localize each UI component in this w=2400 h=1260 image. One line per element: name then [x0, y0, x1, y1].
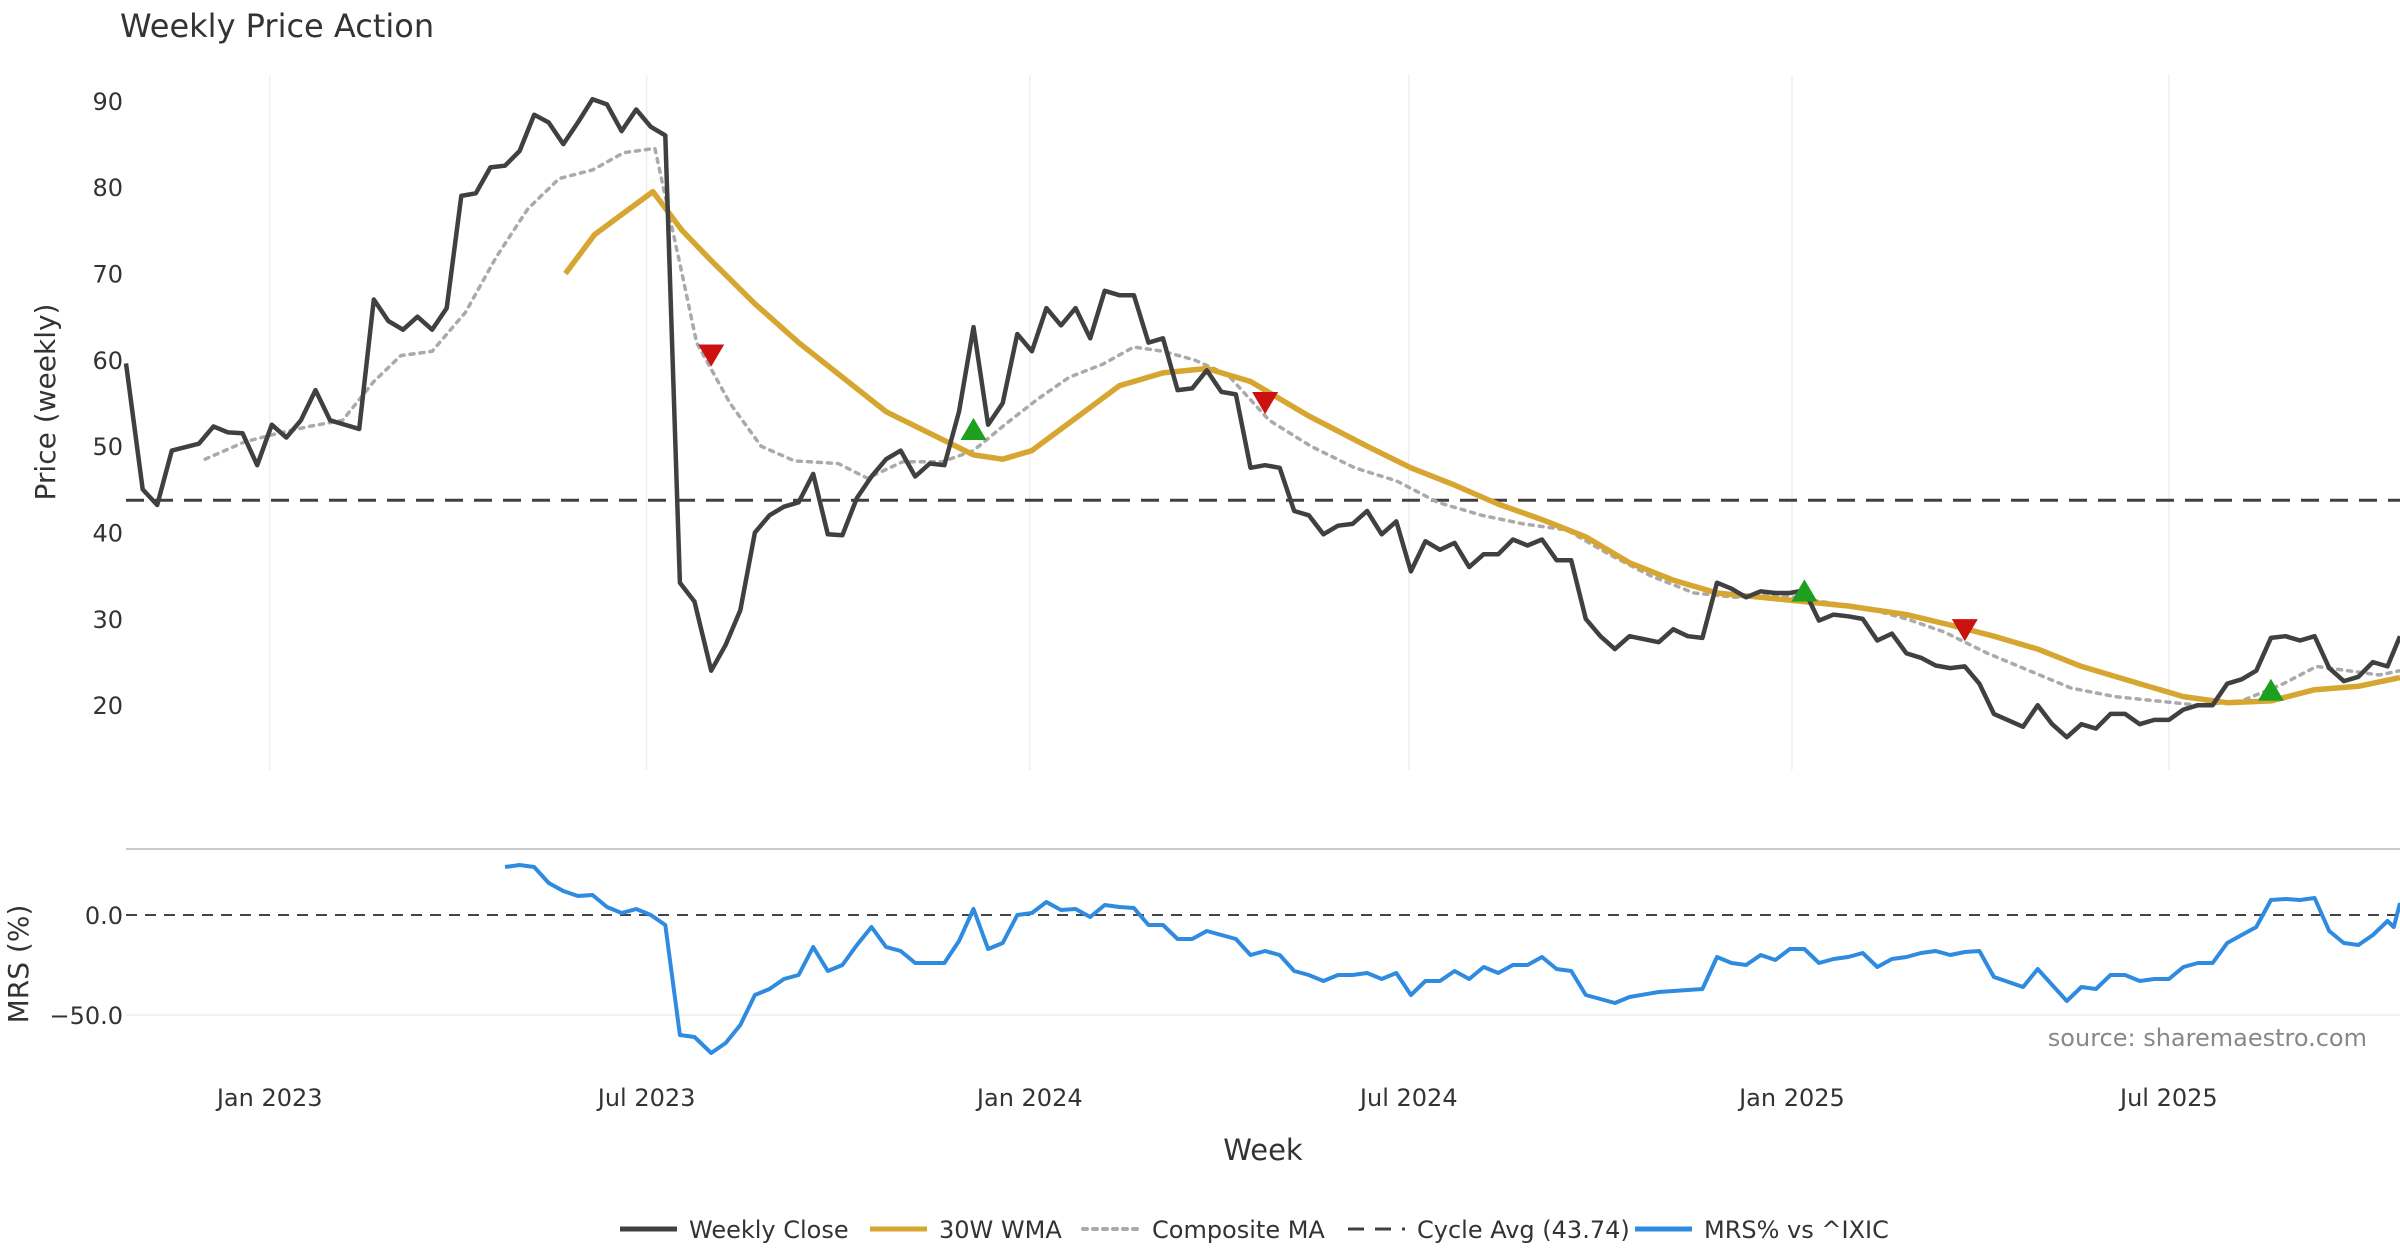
- legend-label: Cycle Avg (43.74): [1417, 1216, 1630, 1244]
- price-panel-grid: [268, 75, 2170, 770]
- price-y-tick-label: 20: [92, 692, 123, 720]
- price-y-tick-label: 70: [92, 261, 123, 289]
- x-tick-label: Jan 2024: [975, 1084, 1083, 1112]
- price-y-tick-label: 50: [92, 433, 123, 461]
- x-axis: Jan 2023 Jul 2023 Jan 2024 Jul 2024 Jan 2025…: [215, 1084, 2218, 1112]
- price-y-tick-label: 40: [92, 520, 123, 548]
- wma-30w-line: [563, 188, 2400, 706]
- sell-signal-marker: [698, 344, 725, 367]
- price-y-axis: 20 30 40 50 60 70 80 90: [92, 88, 123, 720]
- x-tick-label: Jul 2025: [2118, 1084, 2218, 1112]
- price-series: [123, 96, 2400, 740]
- weekly-close-line: [123, 96, 2400, 740]
- legend-label: Weekly Close: [689, 1216, 849, 1244]
- buy-signal-marker: [2257, 678, 2284, 701]
- legend: Weekly Close 30W WMA Composite MA Cycle Avg…: [620, 1216, 1889, 1244]
- sell-signal-marker: [1252, 392, 1279, 415]
- mrs-y-axis-label: MRS (%): [2, 905, 35, 1024]
- x-tick-label: Jul 2024: [1358, 1084, 1458, 1112]
- buy-signal-marker: [960, 417, 987, 440]
- price-y-tick-label: 60: [92, 347, 123, 375]
- price-y-tick-label: 80: [92, 174, 123, 202]
- source-attribution: source: sharemaestro.com: [2048, 1024, 2367, 1052]
- mrs-y-tick-label: 0.0: [85, 902, 123, 930]
- x-tick-label: Jan 2025: [1737, 1084, 1845, 1112]
- x-tick-label: Jan 2023: [215, 1084, 323, 1112]
- buy-signal-marker: [1791, 579, 1818, 602]
- composite-ma-line: [203, 146, 2400, 707]
- price-y-tick-label: 30: [92, 606, 123, 634]
- mrs-y-tick-label: −50.0: [49, 1002, 123, 1030]
- legend-label: MRS% vs ^IXIC: [1704, 1216, 1889, 1244]
- price-y-axis-label: Price (weekly): [29, 304, 62, 501]
- mrs-y-axis: 0.0 −50.0: [49, 902, 123, 1030]
- mrs-series: [504, 863, 2400, 1055]
- sell-signal-marker: [1951, 619, 1978, 642]
- legend-label: 30W WMA: [939, 1216, 1062, 1244]
- legend-label: Composite MA: [1152, 1216, 1325, 1244]
- mrs-panel-grid: [126, 914, 2400, 1016]
- chart-title: Weekly Price Action: [120, 7, 434, 45]
- price-y-tick-label: 90: [92, 88, 123, 116]
- x-tick-label: Jul 2023: [596, 1084, 696, 1112]
- signal-markers: [698, 344, 2284, 701]
- x-axis-label: Week: [1223, 1133, 1303, 1167]
- mrs-line: [504, 863, 2400, 1055]
